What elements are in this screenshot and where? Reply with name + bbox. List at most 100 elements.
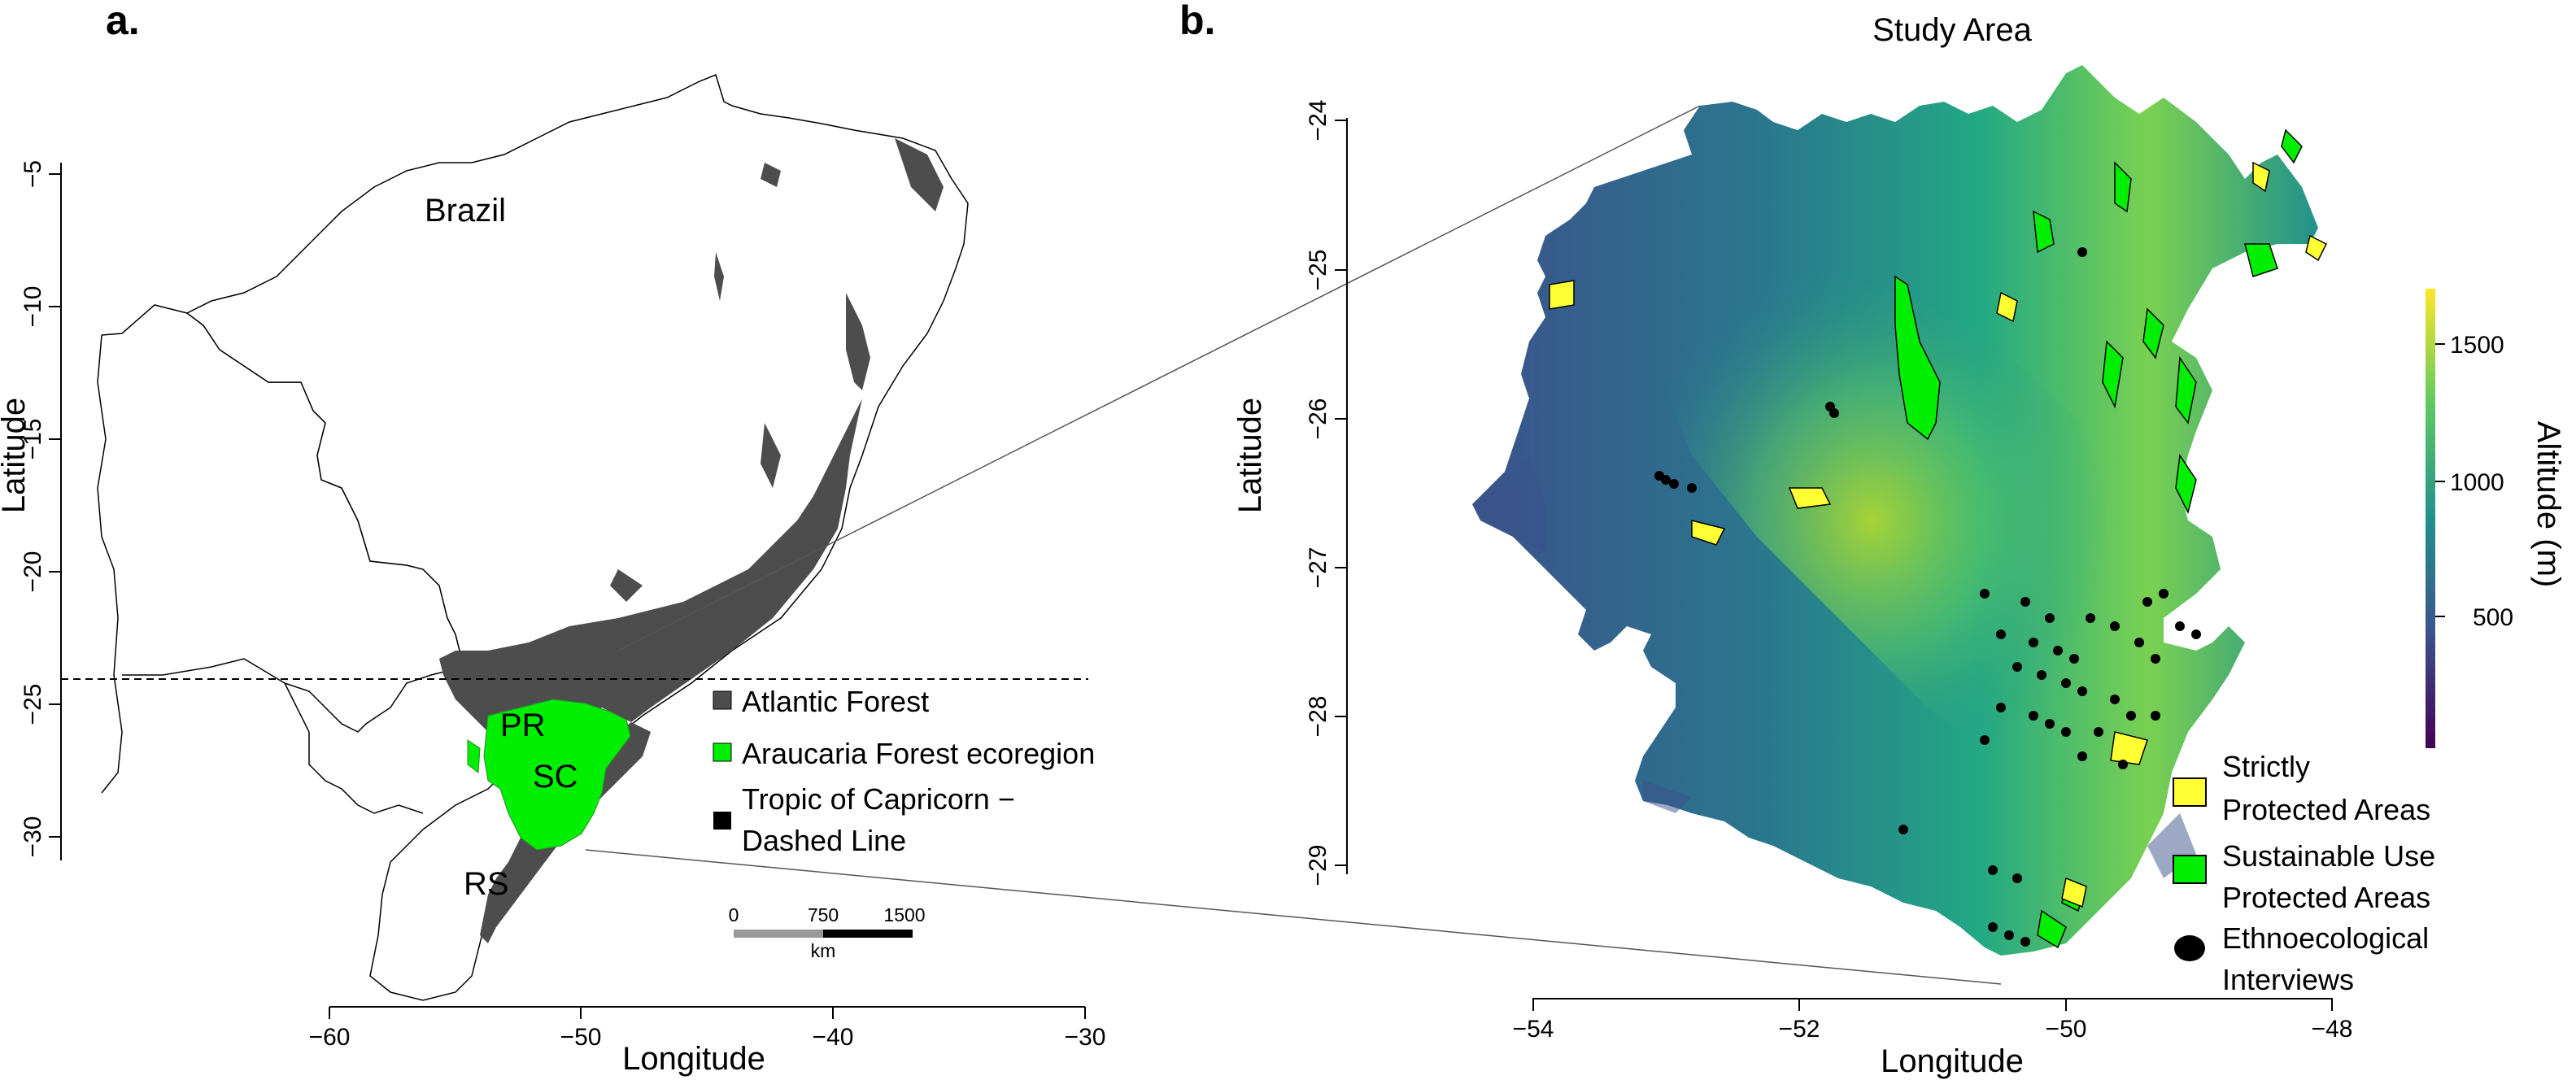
legend-sustainable-use-line2: Protected Areas: [2222, 881, 2430, 914]
legend-atlantic-forest-label: Atlantic Forest: [742, 685, 929, 718]
state-label-sc: SC: [533, 759, 578, 795]
interview-point: [2012, 873, 2022, 883]
legend-interviews-line1: Ethnoecological: [2222, 921, 2429, 955]
panel-a-y-tick-label: −5: [20, 160, 46, 188]
country-label-brazil: Brazil: [425, 193, 506, 229]
panel-b-legend: Strictly Protected Areas Sustainable Use…: [2173, 750, 2435, 996]
legend-araucaria-swatch: [713, 742, 732, 762]
interview-point: [2029, 711, 2038, 721]
panel-a-y-tick-label: −30: [20, 817, 46, 858]
legend-sustainable-use-swatch: [2173, 855, 2207, 884]
panel-b: b. Study Area −24 −25 −26 −27 −28 −29 −5…: [1179, 0, 2566, 1079]
interview-point: [2045, 613, 2055, 623]
colorbar-tick-label: 1500: [2450, 332, 2504, 359]
legend-sustainable-use-line1: Sustainable Use: [2222, 839, 2435, 873]
interview-point: [2077, 247, 2087, 257]
panel-a-x-ticks: −60 −50 −40 −30: [309, 1007, 1106, 1051]
legend-tropic-label: Tropic of Capricorn −: [742, 782, 1015, 816]
interview-point: [2004, 930, 2014, 940]
panel-b-label: b.: [1179, 0, 1215, 43]
colorbar-tick-label: 500: [2473, 604, 2513, 631]
legend-strictly-protected-line2: Protected Areas: [2222, 793, 2430, 826]
legend-strictly-protected-line1: Strictly: [2222, 750, 2310, 783]
zoom-connector-top: [617, 105, 1701, 651]
brazil-outline: [185, 73, 969, 1001]
zoom-connector-bottom: [585, 849, 2002, 985]
sustainable-use-areas: [1894, 128, 2303, 949]
scale-bar-segment-2: [823, 930, 913, 938]
interview-point: [1661, 475, 1671, 485]
legend-tropic-label-line2: Dashed Line: [742, 824, 906, 857]
araucaria-forest-ecoregion: [467, 699, 631, 851]
panel-b-y-tick-label: −24: [1305, 100, 1332, 142]
panel-b-title: Study Area: [1872, 12, 2032, 48]
interview-point: [1898, 825, 1908, 834]
panel-a-x-tick-label: −50: [560, 1024, 602, 1051]
scale-bar-tick-label: 0: [729, 904, 739, 925]
scale-bar-tick-label: 1500: [883, 904, 925, 925]
panel-a: a. −5 −10 −15 −20 −25 −30 −60 −50: [0, 0, 1105, 1077]
panel-b-y-tick-label: −28: [1305, 696, 1332, 738]
interview-point: [2045, 719, 2055, 729]
interview-point: [1996, 703, 2006, 712]
interview-point: [2012, 662, 2022, 672]
panel-a-y-tick-label: −25: [20, 684, 46, 725]
study-area-highlands: [1659, 260, 2131, 781]
colorbar-gradient: [2426, 289, 2435, 748]
interview-point: [2126, 711, 2136, 721]
panel-b-x-tick-label: −48: [2312, 1016, 2353, 1043]
colorbar-title: Altitude (m): [2530, 421, 2566, 588]
interview-point: [1988, 865, 1998, 875]
legend-strictly-protected-swatch: [2173, 777, 2207, 807]
panel-a-x-tick-label: −30: [1065, 1024, 1106, 1051]
interview-point: [2151, 654, 2160, 664]
interview-point: [1988, 922, 1998, 932]
panel-a-legend: Atlantic Forest Araucaria Forest ecoregi…: [713, 685, 1095, 857]
panel-b-x-tick-label: −50: [2046, 1016, 2087, 1043]
panel-a-label: a.: [106, 0, 140, 43]
interview-point: [2061, 678, 2071, 688]
panel-b-x-tick-label: −54: [1513, 1016, 1554, 1043]
state-label-rs: RS: [464, 866, 509, 902]
panel-b-y-tick-label: −26: [1305, 398, 1332, 440]
interview-point: [1980, 735, 1990, 745]
legend-interviews-marker: [2174, 935, 2205, 961]
interview-point: [2159, 589, 2168, 599]
interview-point: [2094, 727, 2103, 737]
panel-a-y-tick-label: −10: [20, 286, 46, 328]
interview-point: [2037, 670, 2046, 680]
interview-point: [2110, 621, 2120, 631]
interview-point: [1996, 629, 2006, 639]
interview-point: [2175, 621, 2185, 631]
interview-point: [2020, 597, 2030, 607]
panel-b-y-tick-label: −27: [1305, 547, 1332, 589]
altitude-colorbar: 1500 1000 500 Altitude (m): [2426, 289, 2566, 748]
interview-point: [2110, 695, 2120, 704]
interview-point: [1669, 479, 1679, 489]
panel-a-x-axis-title: Longitude: [622, 1041, 765, 1077]
interview-point: [2077, 751, 2087, 761]
scale-bar-tick-label: 750: [808, 904, 839, 925]
scale-bar-segment-1: [734, 930, 823, 938]
panel-b-y-tick-label: −25: [1305, 250, 1332, 291]
interview-points: [1654, 247, 2201, 947]
interview-point: [1687, 483, 1697, 493]
interview-point: [2118, 760, 2128, 769]
colorbar-tick-label: 1000: [2450, 469, 2504, 496]
panel-a-y-ticks: −5 −10 −15 −20 −25 −30: [20, 160, 61, 858]
panel-a-y-axis-title: Latitude: [0, 398, 32, 513]
panel-b-y-ticks: −24 −25 −26 −27 −28 −29: [1305, 100, 1347, 886]
interview-point: [2061, 727, 2071, 737]
interview-point: [1829, 408, 1839, 418]
panel-a-y-tick-label: −20: [20, 551, 46, 593]
panel-b-x-axis-title: Longitude: [1881, 1043, 2024, 1079]
interview-point: [2020, 937, 2030, 947]
interview-point: [1980, 589, 1990, 599]
legend-araucaria-label: Araucaria Forest ecoregion: [742, 737, 1095, 770]
panel-b-y-tick-label: −29: [1305, 845, 1332, 886]
interview-point: [2069, 654, 2079, 664]
legend-tropic-swatch: [713, 812, 731, 830]
interview-point: [2053, 646, 2063, 655]
panel-a-x-tick-label: −40: [813, 1024, 854, 1051]
legend-atlantic-forest-swatch: [713, 690, 732, 710]
